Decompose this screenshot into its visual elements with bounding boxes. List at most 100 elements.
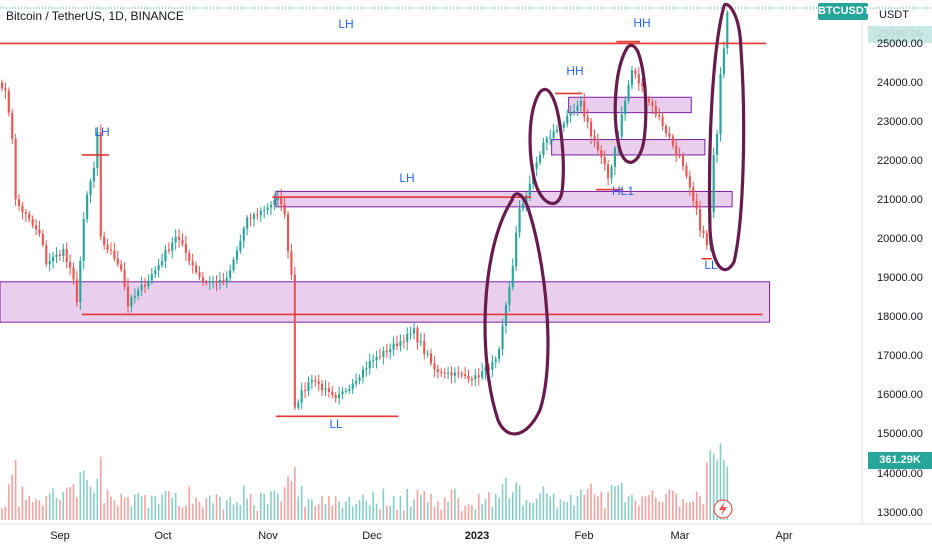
candle-body <box>99 132 102 237</box>
volume-bar <box>246 498 248 520</box>
volume-bar <box>719 443 722 520</box>
time-tick: Sep <box>50 530 70 542</box>
candle-body <box>113 250 116 259</box>
volume-bar <box>28 495 31 520</box>
candle-body <box>389 349 392 353</box>
volume-bar <box>147 507 150 520</box>
candle-body <box>324 388 327 391</box>
volume-bar <box>706 462 708 520</box>
candle-body <box>103 236 106 245</box>
candle-body <box>45 245 48 265</box>
volume-bar <box>661 502 664 520</box>
candle-body <box>7 90 10 113</box>
volume-bar <box>79 472 82 520</box>
hand-drawn-circle <box>707 2 746 272</box>
candle-body <box>17 199 21 206</box>
candle-body <box>143 284 147 287</box>
candle-body <box>552 131 555 138</box>
volume-bar <box>307 498 310 520</box>
price-tick: 15000.00 <box>877 428 923 440</box>
volume-bar <box>273 490 276 520</box>
volume-bar <box>508 498 511 520</box>
candle-body <box>641 83 644 87</box>
volume-bar <box>4 506 7 520</box>
markers-layer <box>483 2 746 436</box>
candle-body <box>678 155 681 157</box>
volume-bar <box>641 496 643 520</box>
volume-bar <box>82 470 85 520</box>
volume-bar <box>161 494 163 520</box>
candle-body <box>494 359 497 362</box>
volume-bar <box>457 497 460 520</box>
volume-bar <box>362 494 364 520</box>
time-tick: Mar <box>670 530 690 542</box>
candle-body <box>297 402 300 408</box>
candle-body <box>283 204 286 215</box>
volume-bar <box>440 509 443 520</box>
volume-bar <box>678 506 681 520</box>
volume-bar <box>525 499 528 520</box>
candle-body <box>620 114 623 137</box>
candle-body <box>705 233 708 246</box>
ticker-badge[interactable]: BTCUSDT <box>818 3 871 20</box>
price-tick: 24000.00 <box>877 77 923 89</box>
zones-layer <box>0 96 771 323</box>
candle-body <box>596 141 599 151</box>
candle-body <box>171 242 174 251</box>
candle-body <box>300 390 303 403</box>
volume-bar <box>144 494 146 520</box>
volume-bar <box>198 501 201 520</box>
volume-bar <box>69 487 71 520</box>
candle-body <box>392 343 395 350</box>
candle-body <box>716 134 719 155</box>
volume-bar <box>637 505 640 520</box>
volume-bar <box>249 493 252 520</box>
candle-body <box>453 372 456 376</box>
label-lh-mid: LH <box>399 171 415 185</box>
candle-body <box>385 350 388 353</box>
volume-bar <box>624 502 626 520</box>
time-tick: Feb <box>574 530 594 542</box>
volume-bar <box>382 488 385 520</box>
volume-bar <box>610 485 613 520</box>
candle-body <box>65 249 68 262</box>
volume-bar <box>389 506 391 520</box>
candle-body <box>470 378 473 380</box>
candle-body <box>426 353 429 355</box>
volume-bar <box>590 483 592 520</box>
candle-body <box>317 381 320 384</box>
candle-body <box>150 274 153 281</box>
candle-body <box>178 236 181 241</box>
candle-body <box>528 183 531 196</box>
volume-bar <box>539 493 541 520</box>
volume-bar <box>573 505 575 520</box>
candle-body <box>590 121 593 137</box>
price-tick: 20000.00 <box>877 233 923 245</box>
candle-body <box>11 112 14 139</box>
volume-bar <box>103 503 105 520</box>
price-tick: 17000.00 <box>877 350 923 362</box>
volume-bar <box>277 493 279 520</box>
candle-body <box>109 249 113 251</box>
lightning-icon[interactable] <box>713 499 733 519</box>
candle-body <box>549 137 552 139</box>
volume-bar <box>430 493 432 520</box>
candle-body <box>569 112 572 116</box>
candle-body <box>406 334 409 342</box>
volume-bar <box>627 496 630 520</box>
time-tick: Nov <box>258 530 278 542</box>
candle-body <box>382 350 385 358</box>
candle-body <box>603 157 606 165</box>
volume-bar <box>399 495 402 520</box>
time-tick: Oct <box>154 530 172 542</box>
volume-bar <box>76 497 78 520</box>
volume-bar <box>546 493 548 520</box>
candle-body <box>508 287 511 305</box>
volume-bar <box>535 498 538 520</box>
candle-body <box>235 250 239 260</box>
candle-body <box>232 259 235 271</box>
volume-bar <box>464 505 466 520</box>
label-lh-left: LH <box>94 125 110 139</box>
volume-bar <box>368 505 371 520</box>
